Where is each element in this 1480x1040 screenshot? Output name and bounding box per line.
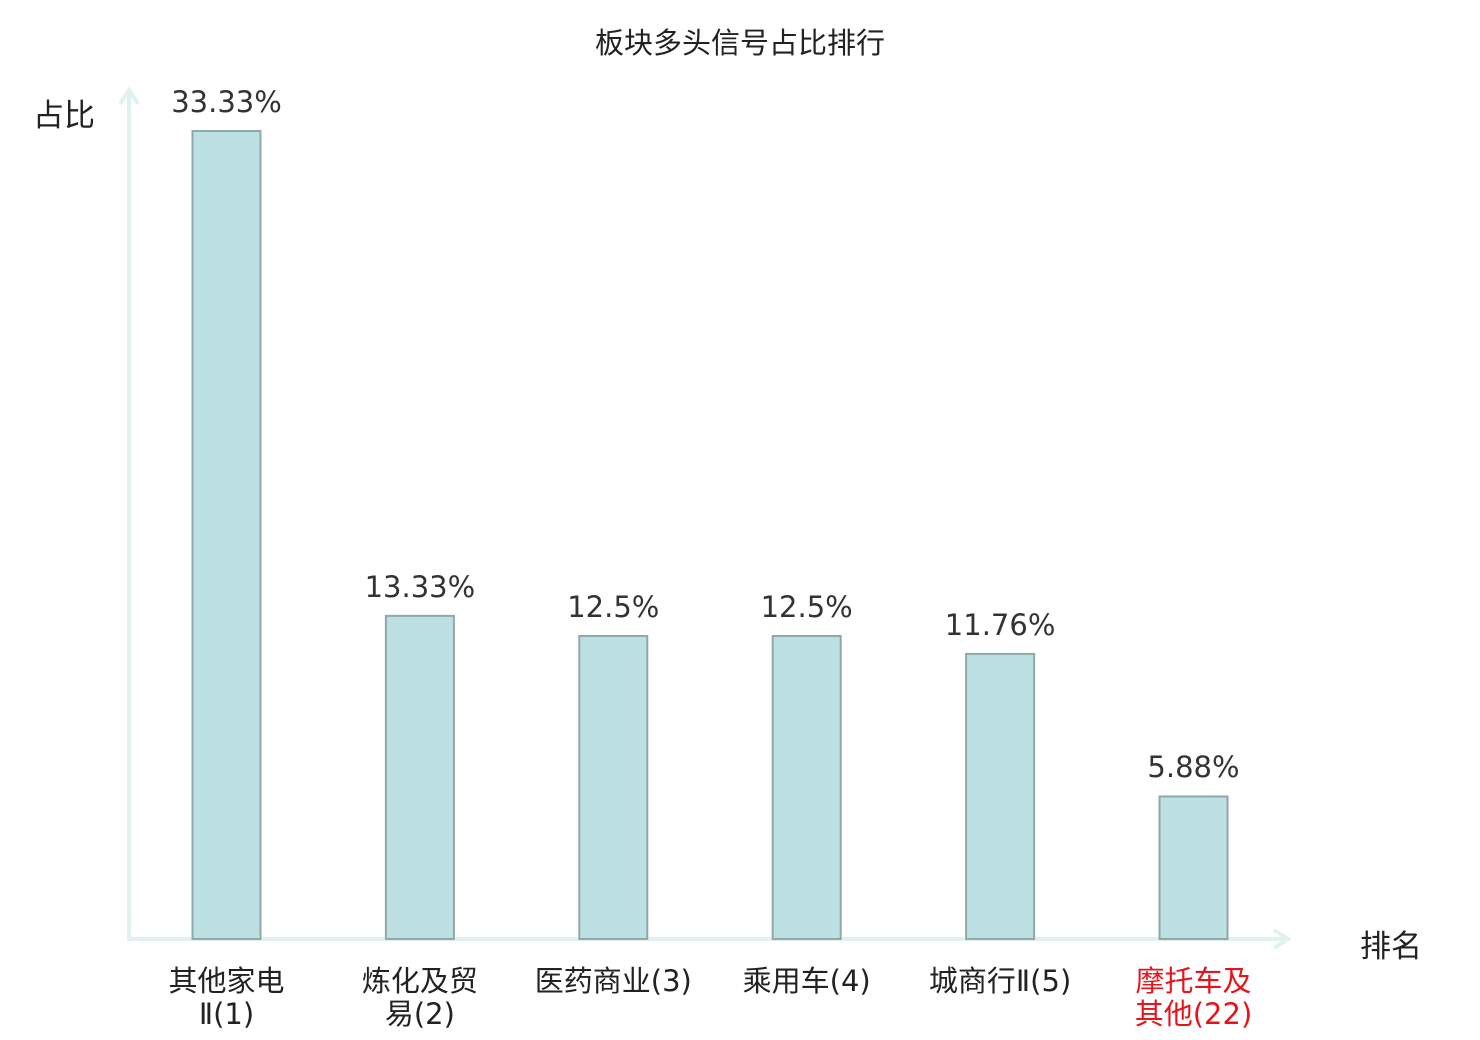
value-label-1: 33.33% [171, 85, 282, 119]
category-label-line2: 其他(22) [1134, 997, 1253, 1031]
bar-1 [191, 130, 262, 940]
value-label-3: 12.5% [567, 589, 660, 624]
y-axis-label: 占比 [33, 98, 95, 134]
bar-3 [578, 634, 649, 941]
category-label-4: 乘用车(4) [712, 965, 902, 998]
category-label-1: 其他家电 Ⅱ(1) [132, 965, 322, 1031]
category-label-line1: 摩托车及 [1135, 964, 1252, 998]
category-label-6: 摩托车及 其他(22) [1099, 965, 1289, 1031]
category-label-3: 医药商业(3) [518, 965, 708, 998]
value-label-6: 5.88% [1147, 750, 1240, 785]
category-label-line2: 易(2) [384, 997, 455, 1031]
x-axis-arrow [1272, 928, 1292, 950]
bar-2 [384, 614, 455, 941]
value-label-5: 11.76% [944, 607, 1056, 642]
category-label-line1: 乘用车(4) [742, 964, 871, 998]
bar-5 [965, 652, 1036, 941]
y-axis-arrow [118, 86, 140, 106]
x-axis-label: 排名 [1360, 929, 1422, 965]
category-label-line2: Ⅱ(1) [198, 997, 255, 1031]
category-label-line1: 医药商业(3) [534, 964, 692, 998]
chart-title: 板块多头信号占比排行 [594, 26, 885, 60]
bar-6 [1158, 795, 1229, 940]
value-label-2: 13.33% [364, 569, 476, 604]
category-label-line1: 城商行Ⅱ(5) [928, 964, 1072, 998]
category-label-line1: 炼化及贸 [361, 964, 478, 998]
value-label-4: 12.5% [760, 589, 853, 624]
category-label-2: 炼化及贸 易(2) [325, 965, 515, 1031]
category-label-line1: 其他家电 [168, 964, 285, 998]
category-label-5: 城商行Ⅱ(5) [905, 965, 1095, 998]
bar-4 [771, 634, 842, 941]
